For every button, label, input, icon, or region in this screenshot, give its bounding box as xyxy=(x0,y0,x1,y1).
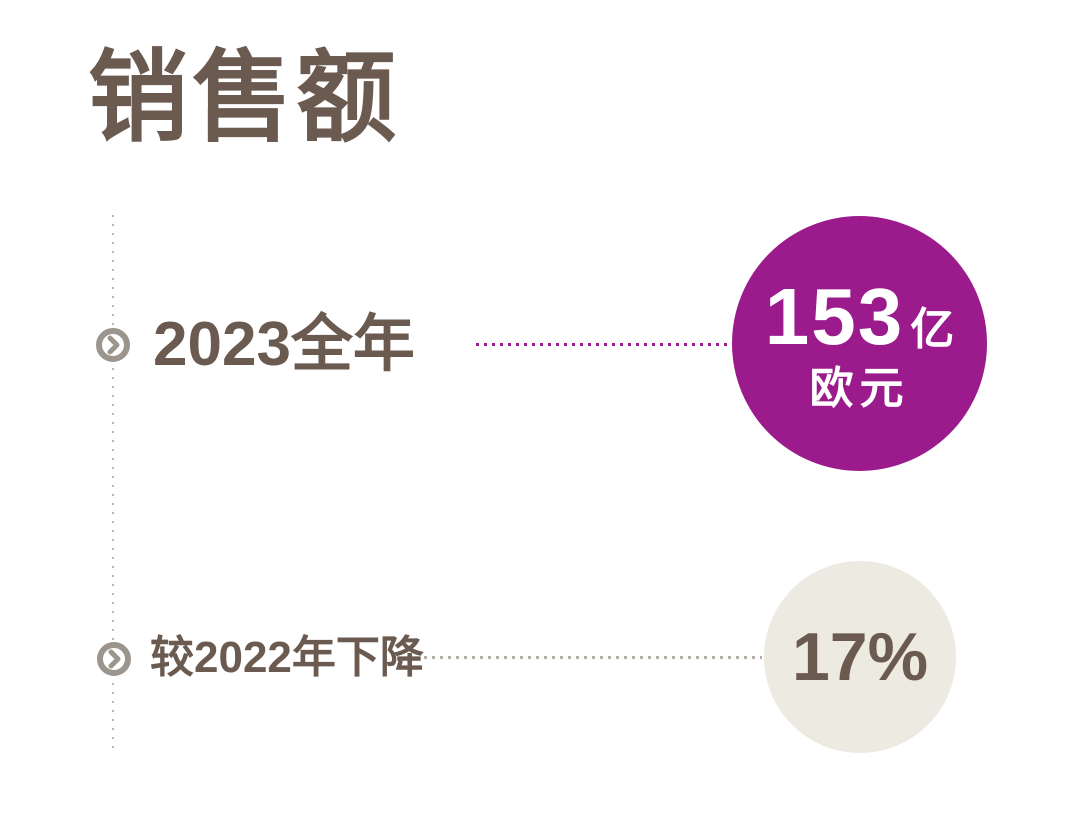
dotted-connector-purple xyxy=(476,343,728,346)
decline-percent-badge: 17% xyxy=(764,561,956,753)
chevron-right-circle-icon xyxy=(95,327,131,363)
sales-value-currency: 欧元 xyxy=(809,363,910,413)
decline-percent-value: 17% xyxy=(791,619,929,695)
sales-value-number: 153 xyxy=(764,271,905,361)
timeline-dotted-line xyxy=(112,215,114,755)
sales-value-unit: 亿 xyxy=(910,304,955,354)
chevron-right-circle-icon xyxy=(96,641,132,677)
row-label-decline-vs-2022: 较2022年下降 xyxy=(150,633,424,682)
sales-value-badge: 153 亿 欧元 xyxy=(732,216,987,471)
sales-value-line: 153 亿 xyxy=(764,271,955,361)
row-label-2023-full-year: 2023全年 xyxy=(153,310,415,379)
dotted-connector-gray xyxy=(424,656,762,659)
page-title: 销售额 xyxy=(88,42,400,154)
